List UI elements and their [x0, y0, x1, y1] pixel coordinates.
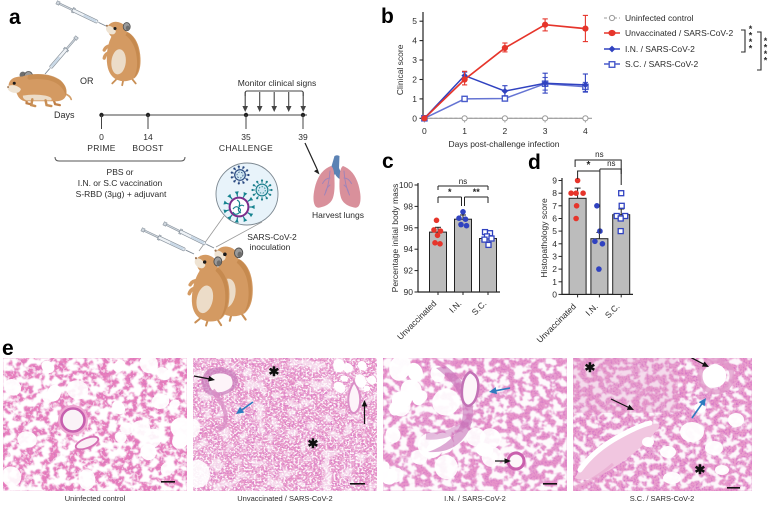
svg-text:Clinical score: Clinical score: [395, 44, 405, 95]
svg-text:0: 0: [552, 289, 557, 299]
svg-text:Harvest lungs: Harvest lungs: [312, 210, 364, 220]
svg-text:S.C. / SARS-CoV-2: S.C. / SARS-CoV-2: [625, 59, 698, 69]
svg-text:PBS or: PBS or: [107, 167, 134, 177]
svg-text:0: 0: [412, 113, 417, 123]
svg-text:*: *: [448, 187, 452, 197]
svg-text:39: 39: [298, 132, 308, 142]
svg-text:b: b: [381, 5, 394, 28]
svg-text:SARS-CoV-2: SARS-CoV-2: [247, 232, 297, 242]
svg-text:3: 3: [543, 126, 548, 136]
svg-text:PRIME: PRIME: [87, 143, 115, 153]
svg-text:Uninfected control: Uninfected control: [625, 13, 694, 23]
svg-text:3: 3: [552, 251, 557, 261]
svg-text:94: 94: [404, 244, 414, 254]
svg-text:5: 5: [412, 16, 417, 26]
svg-text:S.C. / SARS-CoV-2: S.C. / SARS-CoV-2: [630, 494, 695, 503]
svg-text:4: 4: [552, 239, 557, 249]
svg-text:8: 8: [552, 188, 557, 198]
svg-text:I.N. / SARS-CoV-2: I.N. / SARS-CoV-2: [625, 44, 695, 54]
svg-text:2: 2: [552, 264, 557, 274]
svg-text:I.N. / SARS-CoV-2: I.N. / SARS-CoV-2: [444, 494, 506, 503]
svg-text:2: 2: [503, 126, 508, 136]
svg-text:✱: ✱: [308, 436, 319, 451]
svg-text:e: e: [2, 337, 14, 360]
svg-text:CHALLENGE: CHALLENGE: [219, 143, 273, 153]
svg-text:BOOST: BOOST: [132, 143, 163, 153]
svg-text:9: 9: [552, 176, 557, 186]
svg-text:✱: ✱: [695, 462, 706, 477]
svg-text:*: *: [749, 37, 753, 47]
svg-text:5: 5: [552, 226, 557, 236]
svg-text:1: 1: [462, 126, 467, 136]
svg-text:a: a: [9, 6, 21, 29]
svg-text:I.N. or S.C vaccination: I.N. or S.C vaccination: [78, 178, 163, 188]
svg-text:96: 96: [404, 223, 414, 233]
svg-text:98: 98: [404, 201, 414, 211]
svg-text:*: *: [749, 31, 753, 41]
svg-text:**: **: [473, 187, 481, 197]
svg-text:1: 1: [552, 277, 557, 287]
svg-text:*: *: [764, 56, 768, 66]
svg-text:*: *: [764, 43, 768, 53]
svg-text:*: *: [749, 24, 753, 34]
svg-text:*: *: [749, 44, 753, 54]
svg-text:6: 6: [552, 214, 557, 224]
svg-text:✱: ✱: [269, 364, 280, 379]
svg-text:Days post-challenge infection: Days post-challenge infection: [448, 139, 559, 149]
svg-text:Percentage initial body mass: Percentage initial body mass: [390, 184, 400, 293]
svg-text:90: 90: [404, 287, 414, 297]
svg-text:ns: ns: [595, 150, 603, 159]
svg-text:0: 0: [99, 132, 104, 142]
svg-text:2: 2: [412, 75, 417, 85]
svg-text:14: 14: [143, 132, 153, 142]
svg-text:7: 7: [552, 201, 557, 211]
svg-text:Monitor clinical signs: Monitor clinical signs: [238, 78, 316, 88]
svg-text:*: *: [764, 36, 768, 46]
svg-text:4: 4: [583, 126, 588, 136]
svg-text:3: 3: [412, 55, 417, 65]
svg-text:ns: ns: [607, 159, 615, 168]
svg-text:4: 4: [412, 36, 417, 46]
svg-text:Unvaccinated / SARS-CoV-2: Unvaccinated / SARS-CoV-2: [625, 28, 733, 38]
svg-text:Days: Days: [54, 110, 75, 120]
svg-text:92: 92: [404, 266, 414, 276]
svg-text:0: 0: [422, 126, 427, 136]
svg-text:S-RBD (3µg) + adjuvant: S-RBD (3µg) + adjuvant: [76, 189, 167, 199]
svg-text:*: *: [764, 49, 768, 59]
svg-text:inoculation: inoculation: [250, 242, 291, 252]
svg-text:OR: OR: [80, 76, 94, 86]
svg-text:1: 1: [412, 94, 417, 104]
svg-text:100: 100: [399, 180, 413, 190]
svg-text:35: 35: [241, 132, 251, 142]
svg-text:c: c: [382, 150, 394, 173]
svg-text:Uninfected control: Uninfected control: [65, 494, 126, 503]
svg-text:Unvaccinated / SARS-CoV-2: Unvaccinated / SARS-CoV-2: [237, 494, 332, 503]
svg-text:*: *: [587, 160, 591, 171]
svg-text:Histopathology score: Histopathology score: [539, 198, 549, 278]
svg-text:ns: ns: [459, 177, 467, 186]
svg-text:d: d: [528, 151, 541, 174]
svg-text:✱: ✱: [585, 360, 596, 375]
